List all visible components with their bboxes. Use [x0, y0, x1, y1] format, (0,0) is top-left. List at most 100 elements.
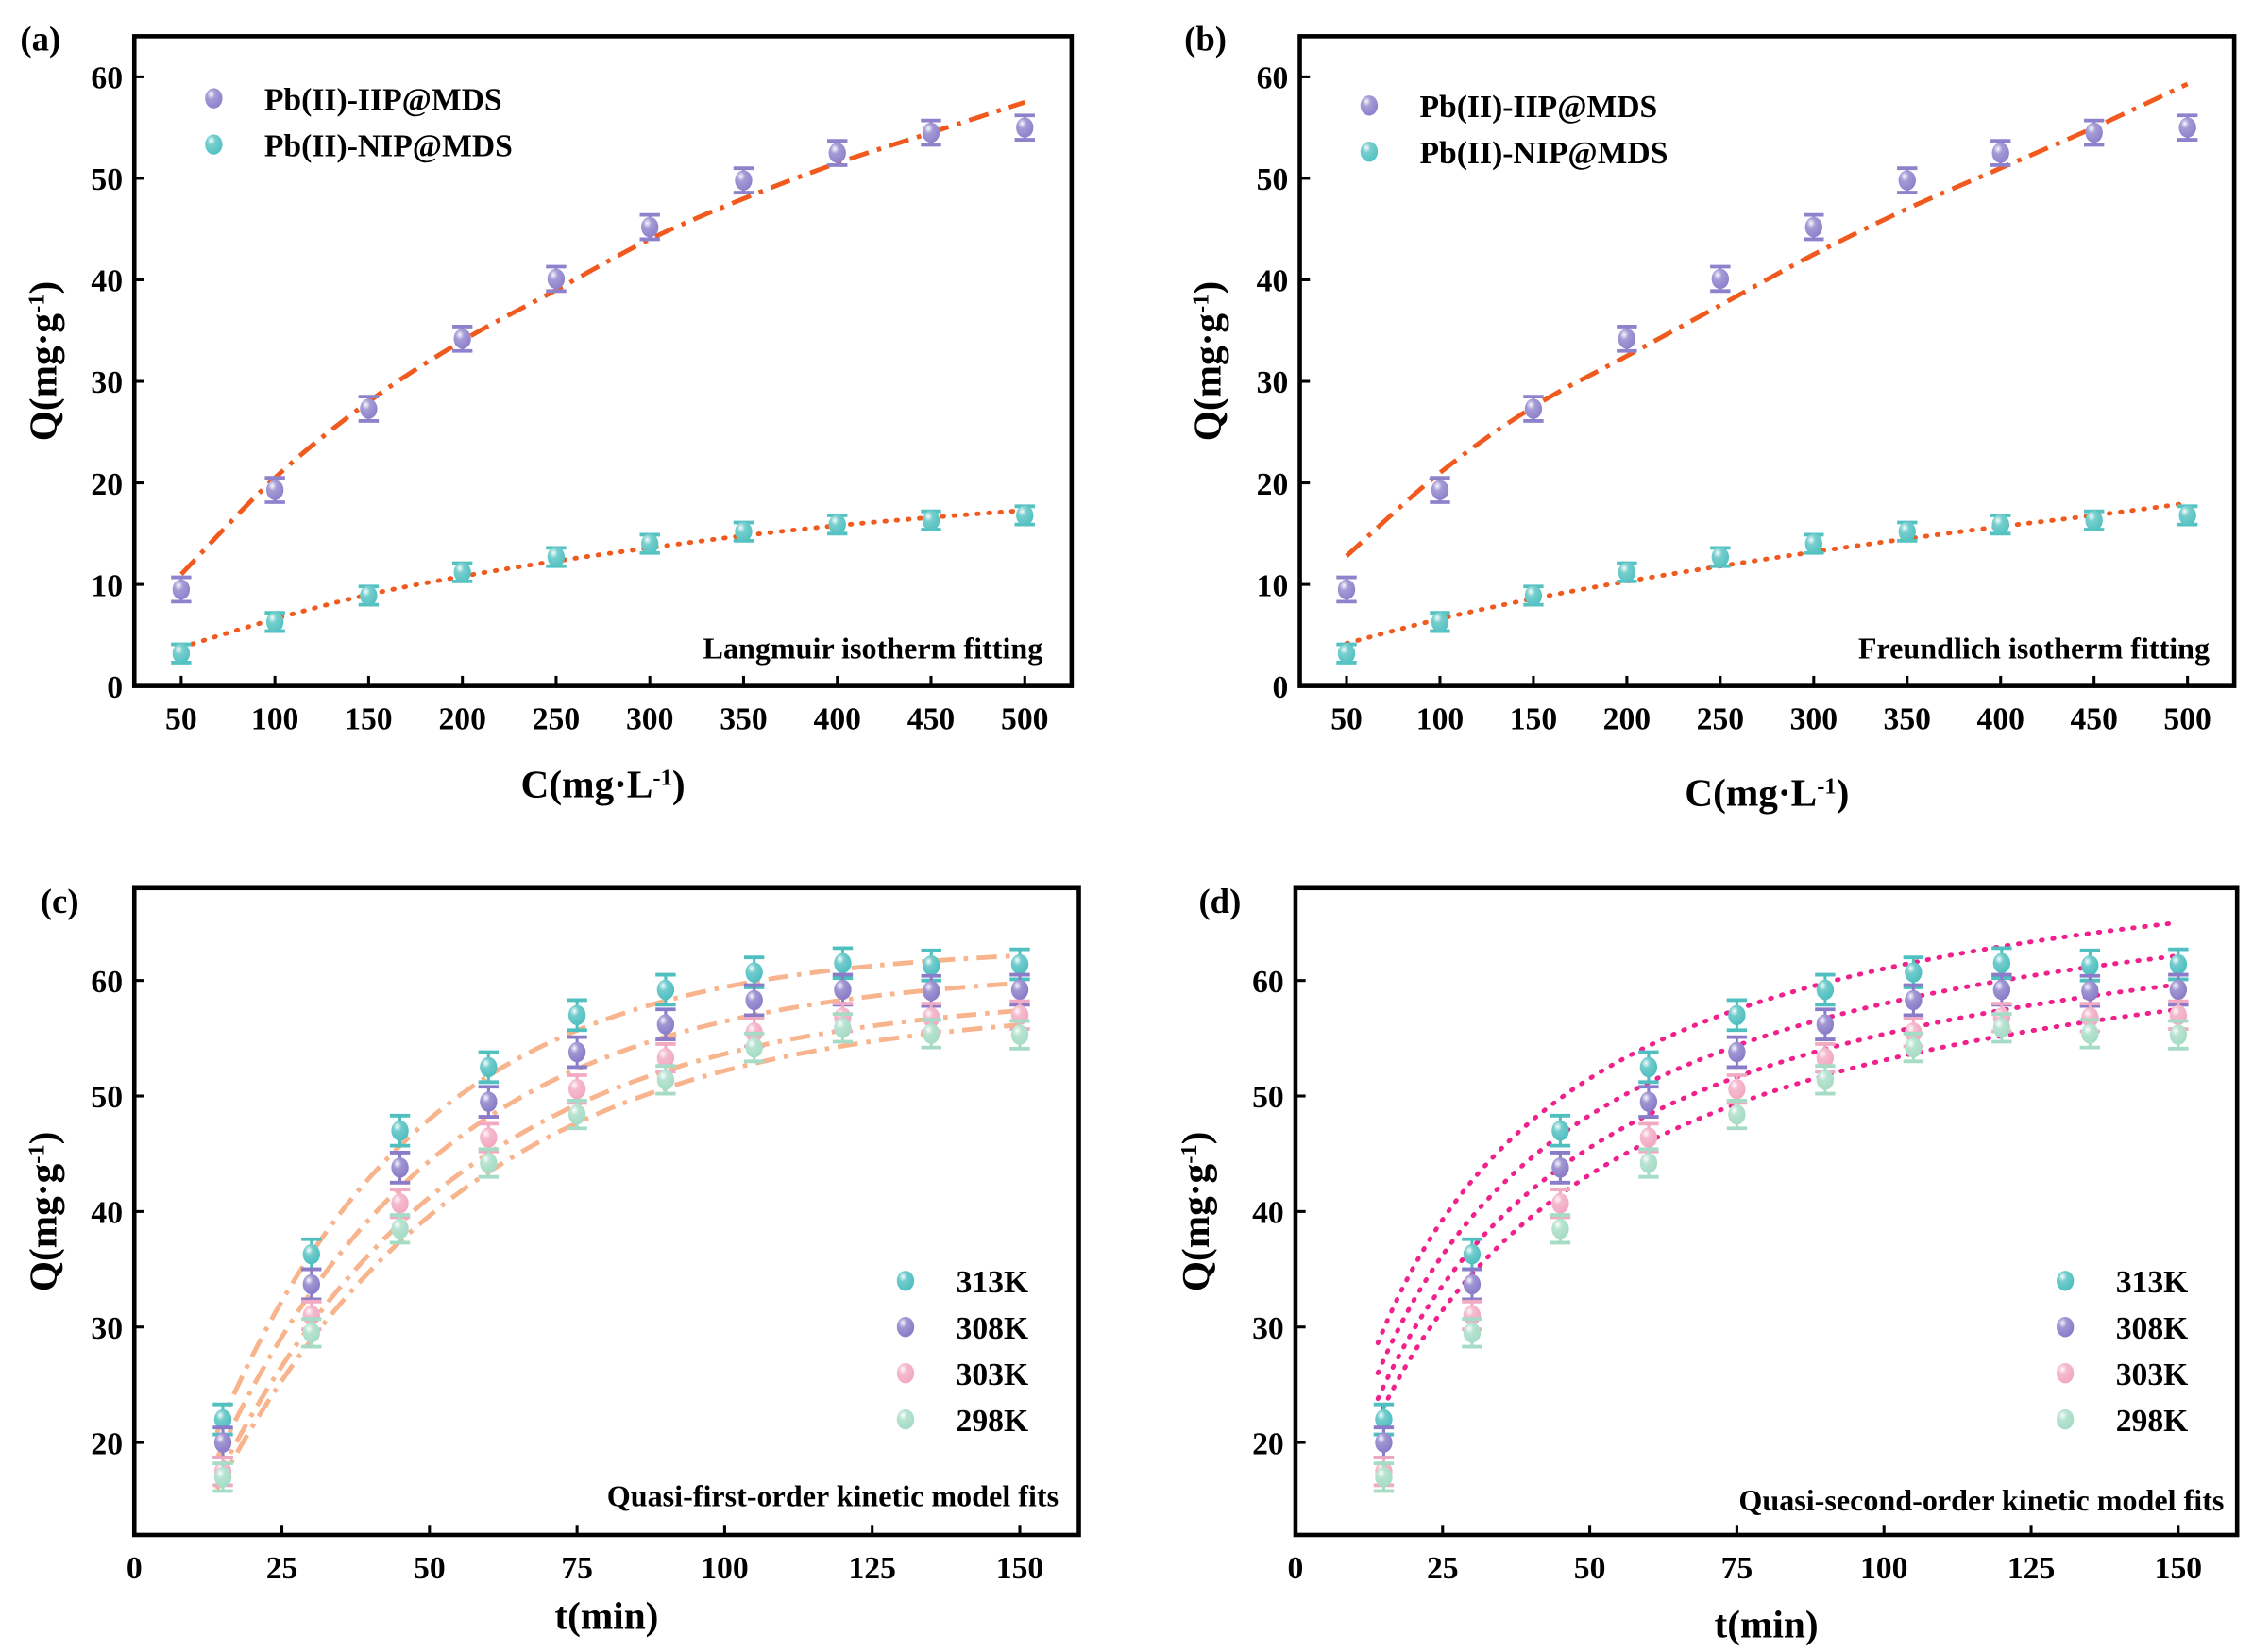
legend-marker-highlight: [205, 134, 223, 155]
series-Pb(II)-NIP@MDS: [1336, 504, 2198, 665]
data-point-highlight: [2081, 955, 2099, 976]
x-tick-label: 300: [626, 702, 673, 737]
x-tick-label: 200: [438, 702, 485, 737]
data-point-highlight: [1618, 562, 1636, 582]
legend-marker-highlight: [896, 1408, 915, 1430]
panel-label: (a): [20, 20, 60, 59]
plot-frame: [1297, 34, 2237, 688]
data-point-highlight: [745, 962, 763, 983]
x-tick-label: 25: [1427, 1551, 1459, 1586]
data-point-highlight: [923, 1023, 940, 1044]
y-axis-label-sup: -1: [24, 295, 49, 313]
data-point-highlight: [2081, 980, 2099, 1002]
legend-label: 303K: [2116, 1357, 2189, 1392]
x-tick-label: 150: [996, 1551, 1043, 1586]
data-point-highlight: [172, 643, 191, 664]
legend-marker-highlight: [2056, 1362, 2075, 1384]
data-point-highlight: [1463, 1273, 1482, 1295]
data-point-highlight: [1639, 1091, 1658, 1112]
data-point-highlight: [302, 1273, 320, 1295]
y-tick-label: 50: [91, 162, 123, 197]
data-point-highlight: [480, 1127, 498, 1148]
fit-curve-313K: [214, 952, 1021, 1434]
annotation: Langmuir isotherm fitting: [703, 632, 1043, 666]
data-point-highlight: [656, 1014, 675, 1035]
x-tick-label: 75: [561, 1551, 593, 1586]
y-tick-label: 10: [1257, 568, 1289, 603]
x-axis-label-base: C(mg·L: [521, 762, 653, 806]
data-point-highlight: [1375, 1408, 1393, 1430]
y-tick-label: 40: [91, 1196, 123, 1231]
data-point-highlight: [923, 955, 940, 976]
legend-marker-highlight: [1360, 95, 1379, 116]
x-tick-label: 0: [1288, 1551, 1304, 1586]
data-point-highlight: [2081, 1023, 2099, 1044]
y-tick-label: 50: [1257, 162, 1289, 197]
legend-marker-highlight: [896, 1271, 915, 1291]
legend-marker-highlight: [896, 1317, 915, 1338]
fit-curve-313K: [1375, 919, 2181, 1346]
x-axis-label-base: t(min): [1715, 1603, 1819, 1647]
x-axis-label: t(min): [554, 1593, 658, 1638]
data-point-highlight: [547, 547, 566, 567]
data-point-highlight: [922, 510, 940, 531]
data-point-highlight: [453, 329, 471, 349]
data-point-highlight: [1816, 1070, 1835, 1090]
x-axis-label-base: C(mg·L: [1685, 771, 1817, 816]
legend-label: 313K: [2116, 1265, 2189, 1300]
legend-marker-highlight: [2056, 1271, 2075, 1291]
data-point-highlight: [1551, 1121, 1569, 1141]
x-tick-label: 500: [1001, 702, 1048, 737]
x-tick-label: 100: [1416, 702, 1464, 737]
x-tick-label: 50: [1330, 702, 1363, 737]
annotation: Quasi-first-order kinetic model fits: [607, 1478, 1059, 1512]
data-point-highlight: [360, 398, 378, 419]
data-point-highlight: [1010, 979, 1029, 1001]
data-point-highlight: [1816, 1014, 1835, 1035]
data-point-highlight: [302, 1243, 320, 1265]
legend-marker-highlight: [205, 88, 223, 109]
data-point-highlight: [567, 1078, 586, 1100]
fit-curve-303K: [1375, 982, 2181, 1402]
y-tick-label: 60: [1257, 61, 1289, 96]
data-point-highlight: [1728, 1004, 1746, 1026]
data-point-highlight: [391, 1193, 409, 1214]
series-Pb(II)-NIP@MDS: [171, 504, 1035, 665]
data-point-highlight: [360, 585, 378, 606]
data-point-highlight: [567, 1004, 586, 1026]
x-axis-label-end: ): [1837, 771, 1850, 816]
fit-curve-Pb(II)-NIP@MDS: [178, 508, 1027, 650]
data-point-highlight: [1010, 1024, 1029, 1045]
x-tick-label: 450: [2070, 702, 2117, 737]
x-tick-label: 100: [701, 1551, 748, 1586]
x-tick-label: 50: [1574, 1551, 1606, 1586]
data-point-highlight: [567, 1041, 586, 1063]
data-point-highlight: [745, 989, 763, 1011]
y-tick-label: 0: [1272, 670, 1288, 705]
data-point-highlight: [656, 1070, 675, 1090]
y-axis-label-base: Q(mg·g: [22, 313, 66, 442]
data-point-highlight: [2169, 1024, 2188, 1045]
fit-curve-298K: [1375, 1006, 2181, 1422]
fit-curve-298K: [214, 1022, 1021, 1491]
data-point-highlight: [265, 480, 284, 500]
data-point-highlight: [265, 612, 284, 632]
data-point-highlight: [480, 1056, 498, 1078]
data-point-highlight: [213, 1467, 232, 1488]
data-point-highlight: [1992, 952, 2011, 974]
x-axis-label-end: ): [672, 762, 686, 806]
y-tick-label: 60: [1252, 965, 1284, 1000]
legend-label: 298K: [957, 1404, 1029, 1439]
data-point-highlight: [1898, 521, 1916, 542]
data-point-highlight: [1898, 170, 1916, 191]
data-point-highlight: [1551, 1193, 1569, 1214]
legend-label: 313K: [957, 1265, 1029, 1300]
x-axis-label: C(mg·L-1): [1685, 771, 1849, 816]
x-tick-label: 50: [165, 702, 197, 737]
annotation: Freundlich isotherm fitting: [1858, 632, 2210, 666]
x-tick-label: 400: [1977, 702, 2024, 737]
plot-frame: [131, 34, 1075, 688]
panel-label: (c): [41, 882, 79, 920]
data-point-highlight: [656, 1047, 675, 1069]
